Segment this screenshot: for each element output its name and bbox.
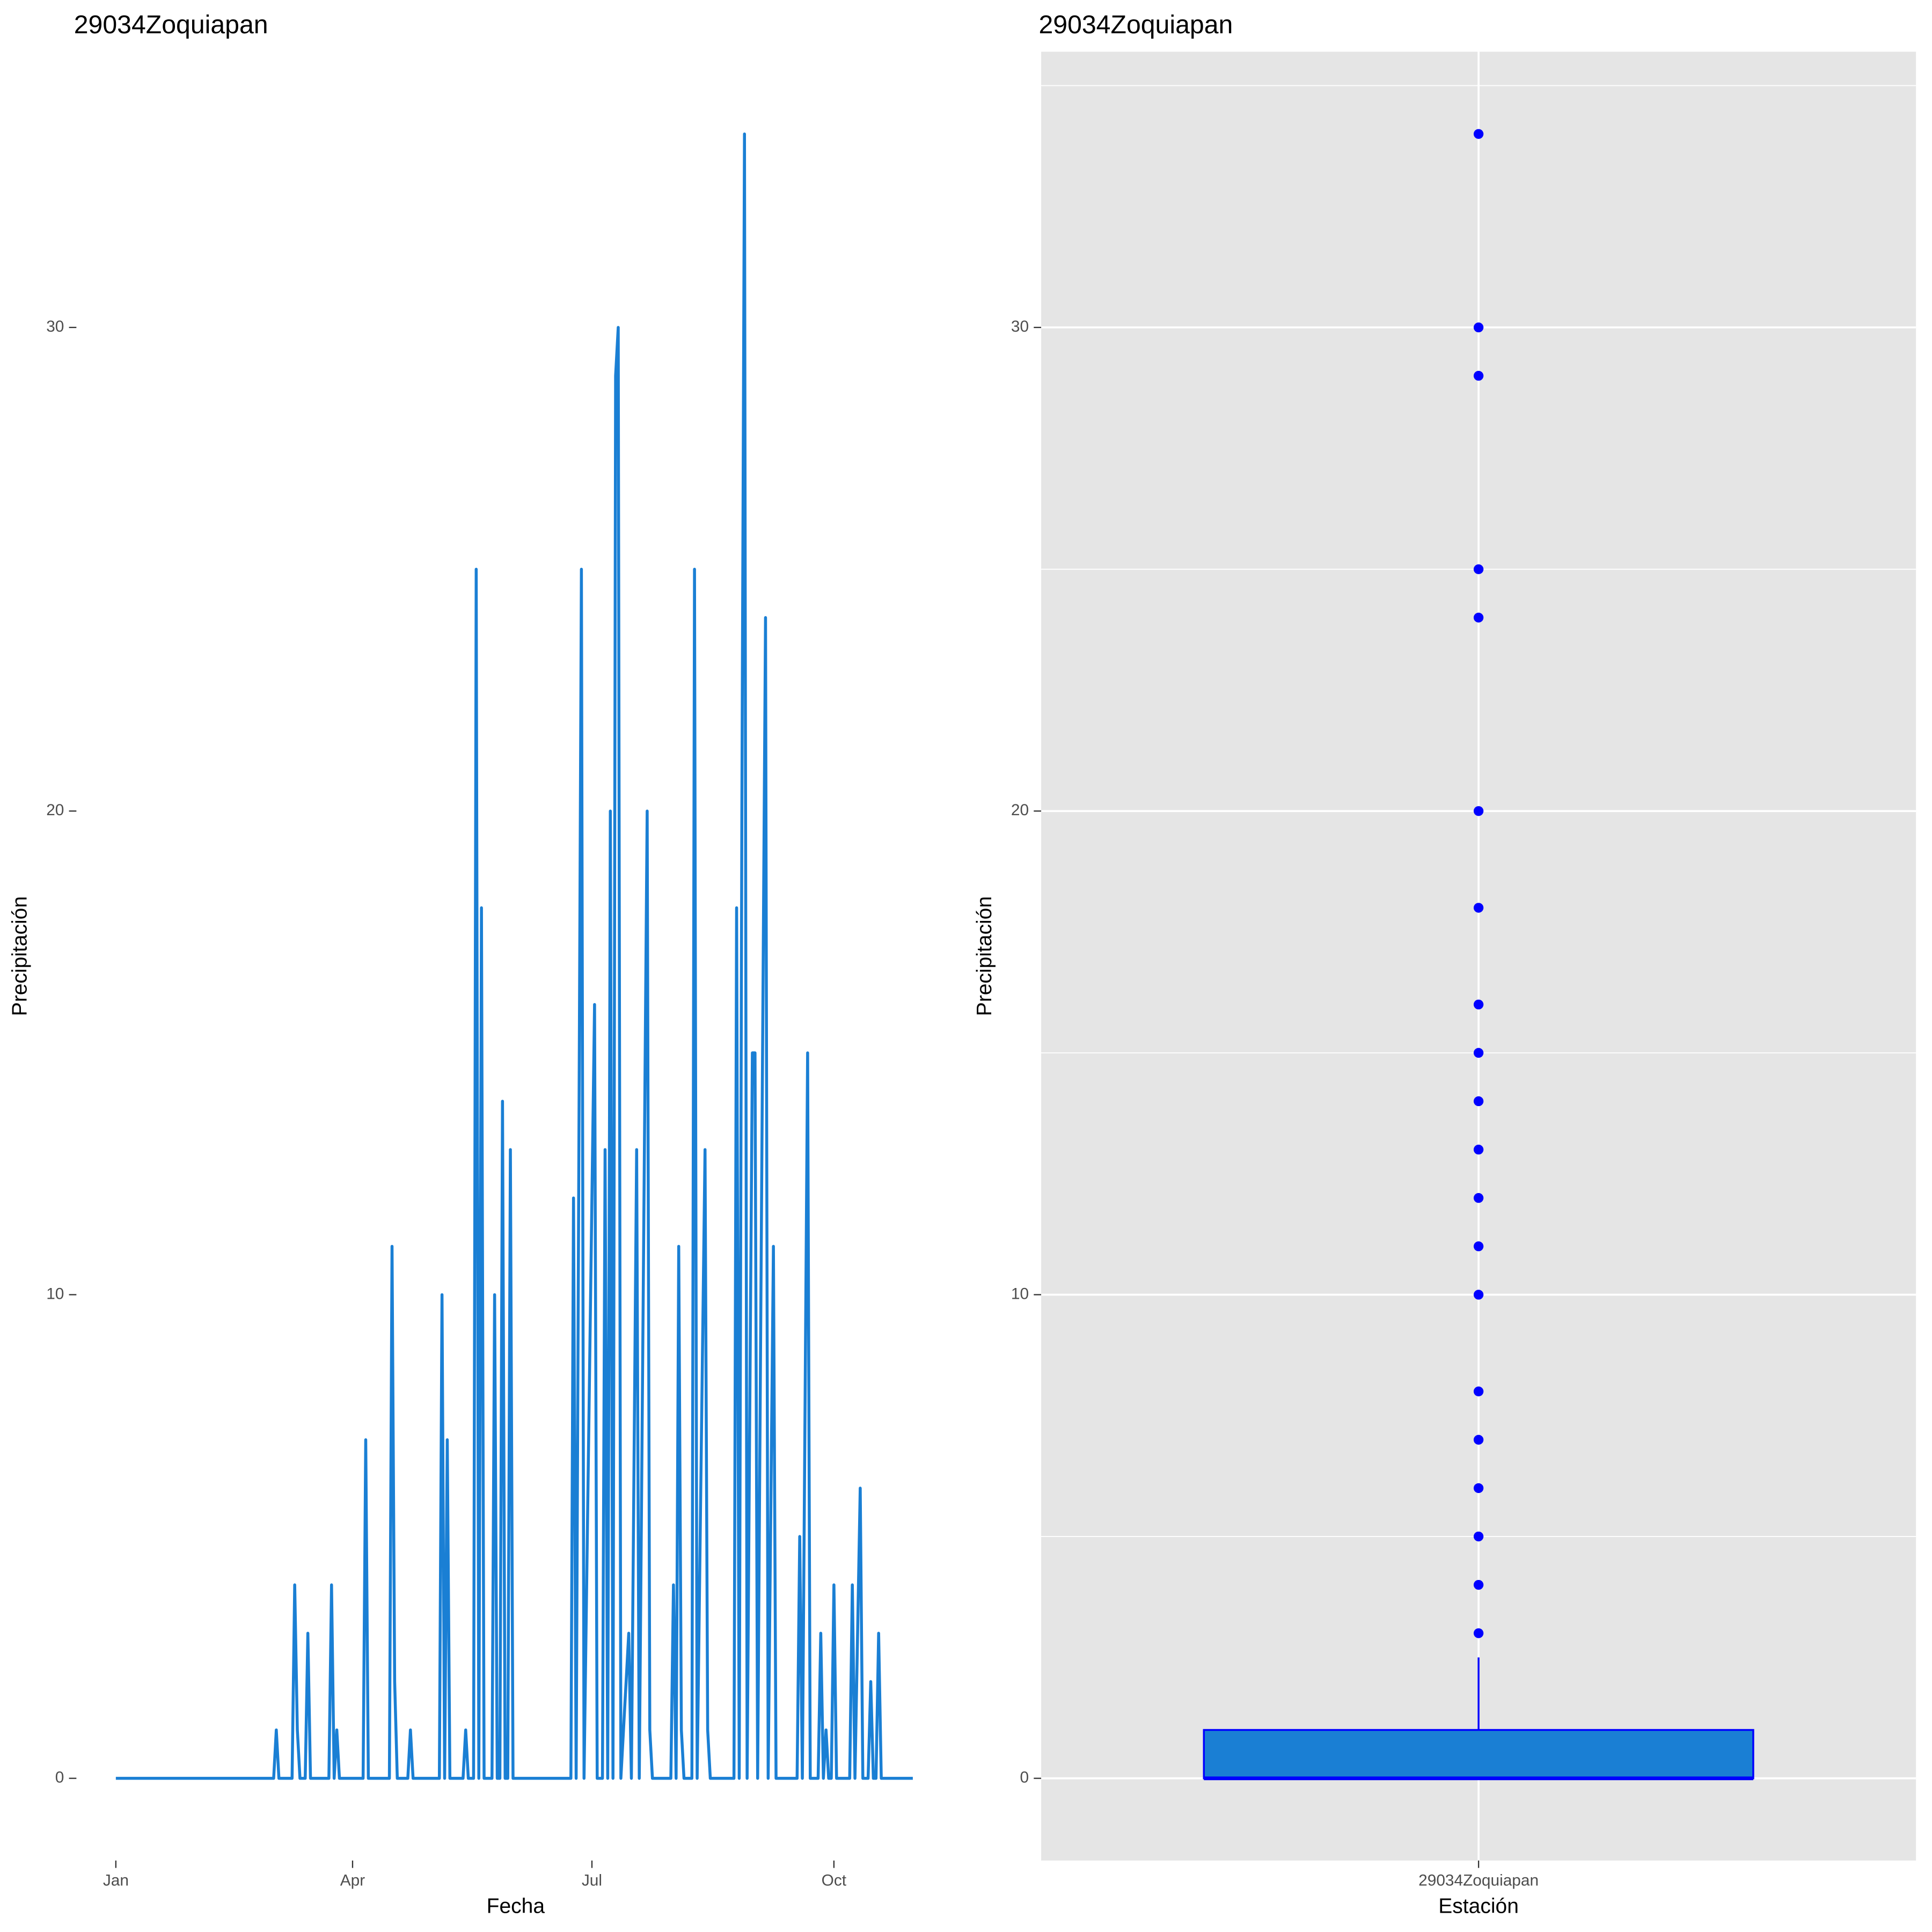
outlier [1473, 1531, 1484, 1542]
outlier [1473, 1386, 1484, 1396]
outlier [1473, 1241, 1484, 1252]
x-tick-label: 29034Zoquiapan [1418, 1872, 1539, 1890]
outlier [1473, 999, 1484, 1009]
y-tick-label: 10 [1011, 1285, 1029, 1302]
outlier [1473, 322, 1484, 333]
x-axis-label: Estación [1438, 1894, 1519, 1918]
chart-title: 29034Zoquiapan [1038, 10, 1233, 39]
outlier [1473, 1628, 1484, 1638]
y-tick-label: 30 [1011, 318, 1029, 335]
outlier [1473, 1435, 1484, 1445]
outlier [1473, 1096, 1484, 1107]
outlier [1473, 1290, 1484, 1300]
outlier [1473, 129, 1484, 139]
outlier [1473, 1579, 1484, 1590]
x-tick-label: Oct [822, 1872, 847, 1890]
chart-title: 29034Zoquiapan [74, 10, 268, 39]
x-tick-label: Jan [103, 1872, 129, 1890]
y-tick-label: 30 [46, 318, 64, 335]
outlier [1473, 1483, 1484, 1494]
outlier [1473, 1048, 1484, 1058]
outlier [1473, 1193, 1484, 1203]
x-tick-label: Jul [582, 1872, 602, 1890]
x-axis-label: Fecha [487, 1894, 545, 1918]
outlier [1473, 903, 1484, 913]
outlier [1473, 564, 1484, 574]
y-tick-label: 20 [1011, 801, 1029, 819]
y-tick-label: 0 [1020, 1769, 1029, 1787]
precipitation-line [115, 132, 913, 1780]
x-tick-label: Apr [340, 1872, 365, 1890]
y-axis-label: Precipitación [973, 896, 996, 1016]
y-tick-label: 0 [55, 1769, 64, 1787]
outlier [1473, 806, 1484, 816]
y-tick-label: 20 [46, 801, 64, 819]
outlier [1473, 371, 1484, 381]
y-axis-label: Precipitación [8, 896, 31, 1016]
outlier [1473, 1144, 1484, 1155]
box [1203, 1729, 1754, 1780]
outlier [1473, 612, 1484, 623]
y-tick-label: 10 [46, 1285, 64, 1302]
